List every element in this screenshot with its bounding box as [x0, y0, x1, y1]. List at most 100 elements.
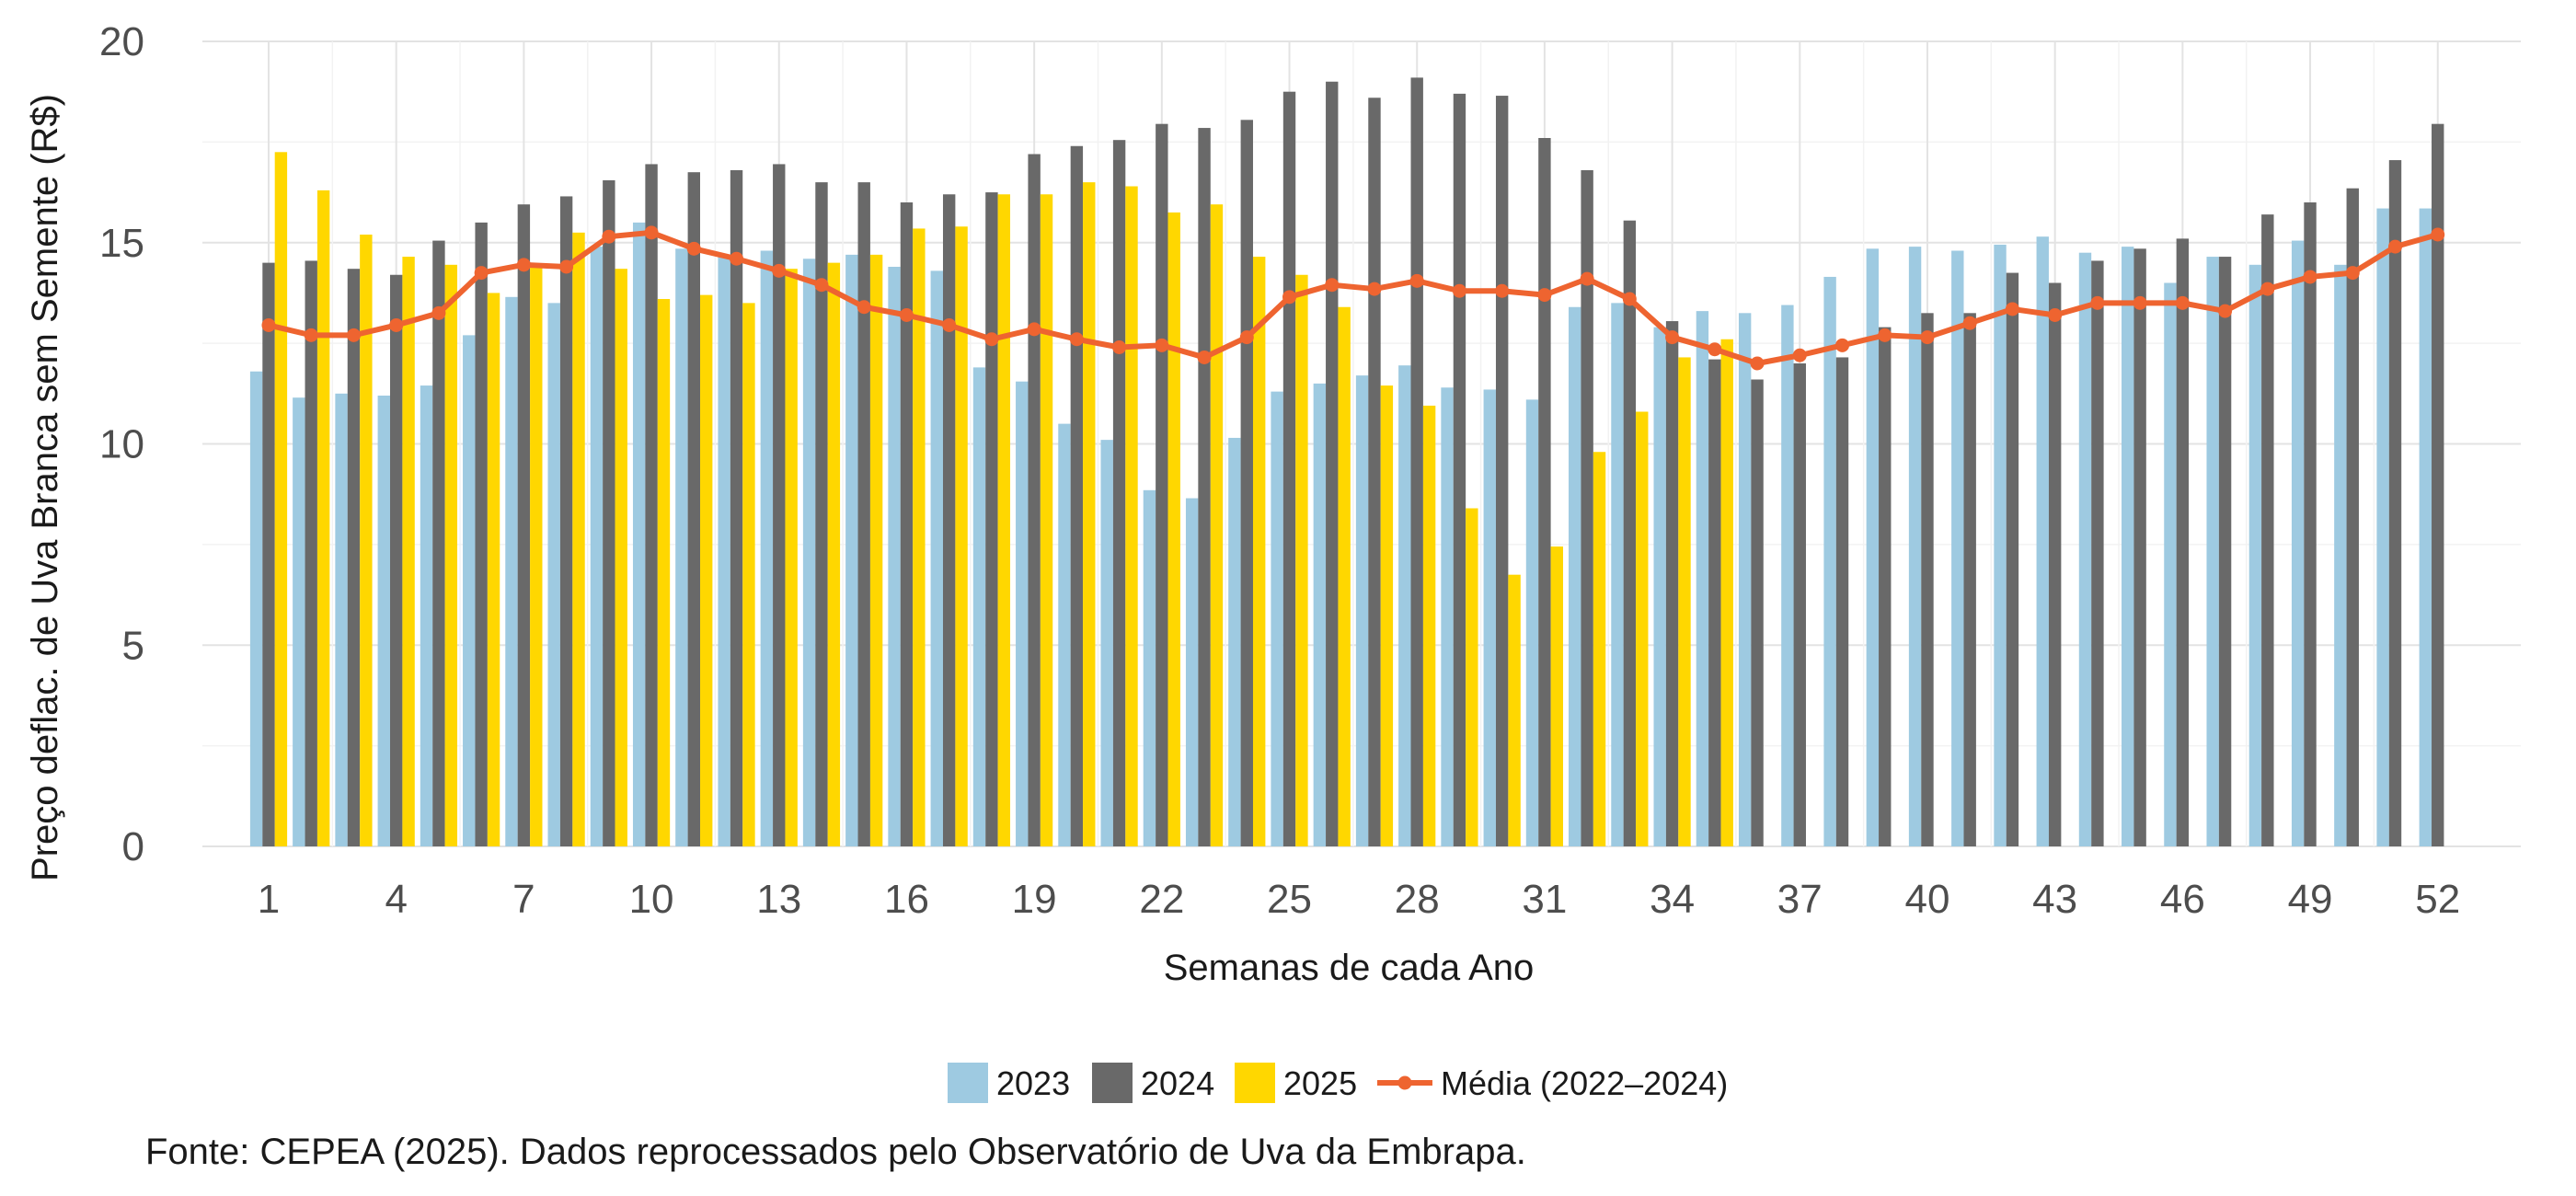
- bar-2025-week-32: [1593, 452, 1606, 846]
- bar-2024-week-1: [262, 262, 275, 846]
- bar-2025-week-34: [1678, 357, 1691, 846]
- bar-2024-week-26: [1326, 81, 1339, 846]
- bar-2024-week-36: [1751, 379, 1764, 846]
- bar-2023-week-24: [1228, 437, 1241, 846]
- bar-2023-week-20: [1058, 423, 1071, 846]
- bar-2023-week-44: [2078, 252, 2092, 846]
- x-tick-label: 16: [884, 877, 929, 922]
- bar-2024-week-23: [1198, 128, 1211, 846]
- average-point-week-7: [516, 258, 531, 272]
- bar-2024-week-20: [1070, 145, 1084, 846]
- bar-2025-week-26: [1338, 306, 1351, 846]
- x-tick-label: 13: [756, 877, 801, 922]
- x-axis-ticks: 1 4 7 10 13 16 19 22 25 28 31 34 37 40 43 46 49 52: [258, 877, 2460, 922]
- bar-2025-week-11: [700, 294, 713, 846]
- bar-2023-week-13: [760, 250, 774, 846]
- bar-2024-week-21: [1112, 140, 1126, 846]
- bar-2023-week-49: [2291, 240, 2305, 846]
- average-point-week-12: [730, 251, 744, 266]
- y-tick-label: 15: [99, 221, 144, 266]
- average-point-week-29: [1452, 283, 1466, 298]
- legend-label: 2025: [1283, 1064, 1357, 1102]
- bar-2023-week-46: [2164, 282, 2177, 846]
- bar-2024-week-45: [2133, 248, 2146, 846]
- bar-2023-week-19: [1016, 381, 1029, 846]
- average-point-week-31: [1537, 288, 1552, 303]
- bar-2025-week-18: [997, 194, 1011, 846]
- bar-2024-week-39: [1879, 327, 1892, 846]
- bar-2024-week-37: [1793, 363, 1806, 846]
- bar-2024-week-15: [857, 182, 870, 846]
- average-point-week-21: [1112, 340, 1127, 354]
- bar-2023-week-38: [1823, 276, 1836, 846]
- bar-2023-week-1: [249, 371, 263, 846]
- bar-2025-week-1: [274, 152, 288, 846]
- legend-swatch-point: [1397, 1075, 1412, 1090]
- bar-2025-week-30: [1508, 574, 1521, 846]
- bars: [249, 77, 2444, 846]
- average-point-week-39: [1878, 328, 1892, 342]
- legend-label: Média (2022–2024): [1441, 1064, 1728, 1102]
- bar-2024-week-9: [603, 179, 615, 846]
- bar-2024-week-5: [432, 240, 445, 846]
- bar-2025-week-28: [1422, 405, 1436, 846]
- y-tick-label: 5: [122, 623, 144, 668]
- bar-2025-week-10: [657, 299, 671, 846]
- bar-2025-week-23: [1210, 204, 1224, 846]
- average-point-week-36: [1750, 356, 1765, 371]
- x-tick-label: 34: [1650, 877, 1695, 922]
- bar-2025-week-33: [1636, 411, 1649, 846]
- bar-2025-week-27: [1380, 385, 1394, 846]
- average-point-week-46: [2175, 295, 2190, 310]
- bar-2024-week-33: [1623, 220, 1637, 846]
- bar-2024-week-44: [2091, 260, 2104, 846]
- average-point-week-1: [261, 317, 276, 332]
- x-tick-label: 28: [1395, 877, 1440, 922]
- bar-2023-week-47: [2206, 257, 2219, 846]
- average-point-week-44: [2090, 295, 2105, 310]
- bar-2023-week-8: [547, 303, 560, 846]
- bar-2025-week-3: [360, 235, 373, 846]
- bar-2025-week-24: [1252, 257, 1266, 846]
- average-point-week-17: [942, 317, 957, 332]
- bar-2025-week-29: [1466, 508, 1478, 846]
- bar-2024-week-27: [1368, 98, 1381, 846]
- average-point-week-51: [2388, 239, 2402, 254]
- x-tick-label: 40: [1904, 877, 1949, 922]
- bar-2024-week-43: [2048, 282, 2062, 846]
- bar-2025-week-20: [1083, 182, 1096, 846]
- bar-2023-week-6: [463, 335, 476, 846]
- bar-2025-week-14: [827, 262, 841, 846]
- bar-2025-week-8: [572, 232, 585, 846]
- average-point-week-32: [1580, 271, 1594, 286]
- bar-2023-week-42: [1994, 244, 2007, 846]
- bar-2024-week-16: [900, 202, 914, 846]
- x-axis-label: Semanas de cada Ano: [1164, 948, 1535, 988]
- average-point-week-5: [431, 305, 446, 320]
- bar-2024-week-6: [475, 222, 488, 846]
- average-point-week-24: [1239, 330, 1254, 345]
- bar-2023-week-31: [1525, 399, 1539, 846]
- average-point-week-34: [1665, 330, 1680, 345]
- bar-2024-week-52: [2432, 123, 2444, 846]
- bar-2024-week-18: [985, 192, 998, 846]
- average-point-week-50: [2345, 266, 2360, 281]
- bar-2023-week-3: [335, 393, 348, 846]
- average-point-week-52: [2431, 227, 2445, 242]
- bar-2025-week-16: [913, 228, 926, 846]
- bar-2024-week-19: [1028, 154, 1041, 846]
- bar-2025-week-25: [1295, 274, 1308, 846]
- average-point-week-23: [1197, 350, 1212, 364]
- bar-2023-week-52: [2419, 208, 2432, 846]
- x-tick-label: 1: [258, 877, 280, 922]
- average-point-week-25: [1282, 290, 1297, 305]
- bar-2023-week-25: [1271, 391, 1283, 846]
- bar-2024-week-49: [2304, 202, 2317, 846]
- average-point-week-8: [559, 259, 574, 274]
- bar-2023-week-34: [1653, 327, 1666, 846]
- average-point-week-6: [474, 266, 489, 281]
- bar-2023-week-43: [2036, 236, 2049, 846]
- x-tick-label: 7: [512, 877, 535, 922]
- bar-2024-week-34: [1665, 321, 1679, 846]
- bar-2024-week-42: [2006, 272, 2019, 846]
